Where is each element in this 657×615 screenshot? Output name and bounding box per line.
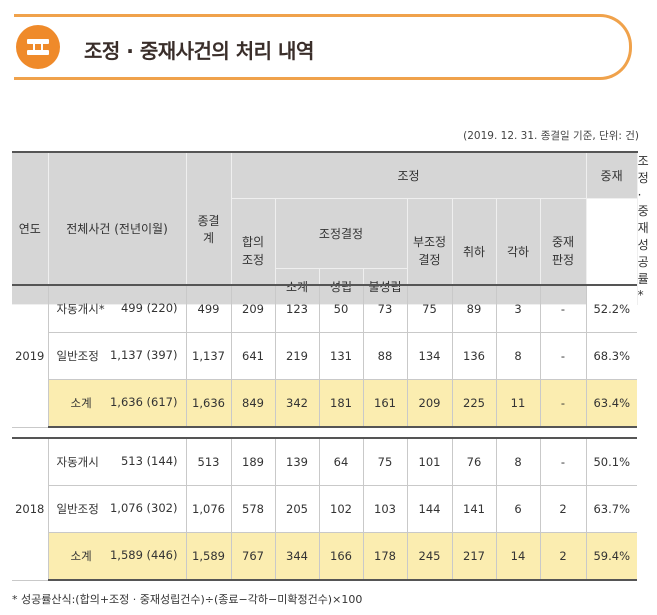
- agreement-value: 641: [230, 332, 276, 380]
- header-mediation-group: 조정: [230, 151, 587, 199]
- row-label: 소계: [70, 396, 92, 410]
- total-value: 1,137 (397): [109, 348, 178, 362]
- agreement-value: 209: [230, 284, 276, 333]
- rate-value: 63.4%: [585, 379, 637, 428]
- rate-value: 52.2%: [585, 284, 637, 333]
- rate-value: 50.1%: [585, 437, 637, 486]
- established-value: 181: [318, 379, 364, 428]
- dismissal-value: 6: [495, 485, 541, 533]
- rate-value: 63.7%: [585, 485, 637, 533]
- withdrawal-value: 225: [451, 379, 497, 428]
- award-value: -: [539, 379, 587, 428]
- footnote: * 성공률산식:(합의+조정 · 중재성립건수)÷(종료−각하−미확정건수)×1…: [12, 593, 363, 606]
- table-row: 일반조정 1,137 (397) 1,137 641 219 131 88 134…: [12, 332, 637, 380]
- table-row: 일반조정 1,076 (302) 1,076 578 205 102 103 14…: [12, 485, 637, 533]
- decision-subtotal-value: 205: [274, 485, 320, 533]
- withdrawal-value: 217: [451, 532, 497, 581]
- row-label: 일반조정: [56, 349, 99, 363]
- award-value: 2: [539, 532, 587, 581]
- header-arbitration-group: 중재: [585, 151, 638, 199]
- not-established-value: 75: [362, 437, 408, 486]
- decision-subtotal-value: 219: [274, 332, 320, 380]
- dismissal-value: 8: [495, 332, 541, 380]
- dismissal-value: 11: [495, 379, 541, 428]
- not-established-value: 103: [362, 485, 408, 533]
- decision-subtotal-value: 123: [274, 284, 320, 333]
- dismissal-value: 8: [495, 437, 541, 486]
- decision-subtotal-value: 344: [274, 532, 320, 581]
- row-label: 일반조정: [56, 502, 99, 516]
- no-decision-value: 144: [406, 485, 453, 533]
- row-label: 자동개시: [56, 455, 99, 469]
- table-row-subtotal: 소계 1,589 (446) 1,589 767 344 166 178 245 …: [12, 532, 637, 581]
- closed-value: 1,589: [185, 532, 232, 581]
- established-value: 64: [318, 437, 364, 486]
- established-value: 131: [318, 332, 364, 380]
- decision-subtotal-value: 139: [274, 437, 320, 486]
- row-label: 자동개시*: [56, 302, 105, 316]
- withdrawal-value: 89: [451, 284, 497, 333]
- table-year-2019: 2019 자동개시* 499 (220) 499 209 123 50 73 75…: [12, 284, 637, 428]
- rate-value: 59.4%: [585, 532, 637, 581]
- total-value: 1,076 (302): [109, 501, 178, 515]
- award-value: -: [539, 332, 587, 380]
- table-row: 2019 자동개시* 499 (220) 499 209 123 50 73 75…: [12, 284, 637, 428]
- table-row: 2018 자동개시 513 (144) 513 189 139 64 75 101…: [12, 437, 637, 581]
- no-decision-value: 245: [406, 532, 453, 581]
- withdrawal-value: 76: [451, 437, 497, 486]
- total-value: 1,589 (446): [109, 548, 178, 562]
- table-header: 연도 전체사건 (전년이월) 종결 계 조정 중재 조정 · 중재 성공률* 합…: [12, 151, 649, 306]
- total-value: 499 (220): [120, 301, 178, 315]
- handshake-icon: [16, 25, 60, 69]
- year-cell: 2019: [12, 284, 49, 428]
- dismissal-value: 3: [495, 284, 541, 333]
- header-closed-total: 종결 계: [185, 151, 232, 306]
- header-mediation-decision-group: 조정결정: [274, 197, 408, 270]
- award-value: -: [539, 284, 587, 333]
- withdrawal-value: 136: [451, 332, 497, 380]
- agreement-value: 849: [230, 379, 276, 428]
- not-established-value: 88: [362, 332, 408, 380]
- no-decision-value: 209: [406, 379, 453, 428]
- agreement-value: 189: [230, 437, 276, 486]
- withdrawal-value: 141: [451, 485, 497, 533]
- no-decision-value: 134: [406, 332, 453, 380]
- row-label: 소계: [70, 549, 92, 563]
- closed-value: 1,137: [185, 332, 232, 380]
- established-value: 50: [318, 284, 364, 333]
- header-total-cases: 전체사건 (전년이월): [47, 151, 187, 306]
- closed-value: 1,076: [185, 485, 232, 533]
- decision-subtotal-value: 342: [274, 379, 320, 428]
- closed-value: 499: [185, 284, 232, 333]
- award-value: 2: [539, 485, 587, 533]
- total-value: 513 (144): [120, 454, 178, 468]
- not-established-value: 73: [362, 284, 408, 333]
- title-frame: [14, 14, 632, 80]
- not-established-value: 178: [362, 532, 408, 581]
- page-title: 조정 · 중재사건의 처리 내역: [84, 39, 314, 63]
- table-year-2018: 2018 자동개시 513 (144) 513 189 139 64 75 101…: [12, 437, 637, 581]
- unit-note: (2019. 12. 31. 종결일 기준, 단위: 건): [463, 130, 639, 142]
- header-year: 연도: [12, 151, 49, 306]
- established-value: 102: [318, 485, 364, 533]
- total-value: 1,636 (617): [109, 395, 178, 409]
- agreement-value: 767: [230, 532, 276, 581]
- established-value: 166: [318, 532, 364, 581]
- no-decision-value: 75: [406, 284, 453, 333]
- rate-value: 68.3%: [585, 332, 637, 380]
- agreement-value: 578: [230, 485, 276, 533]
- not-established-value: 161: [362, 379, 408, 428]
- no-decision-value: 101: [406, 437, 453, 486]
- closed-value: 1,636: [185, 379, 232, 428]
- closed-value: 513: [185, 437, 232, 486]
- award-value: -: [539, 437, 587, 486]
- table-row-subtotal: 소계 1,636 (617) 1,636 849 342 181 161 209 …: [12, 379, 637, 428]
- dismissal-value: 14: [495, 532, 541, 581]
- year-cell: 2018: [12, 437, 49, 581]
